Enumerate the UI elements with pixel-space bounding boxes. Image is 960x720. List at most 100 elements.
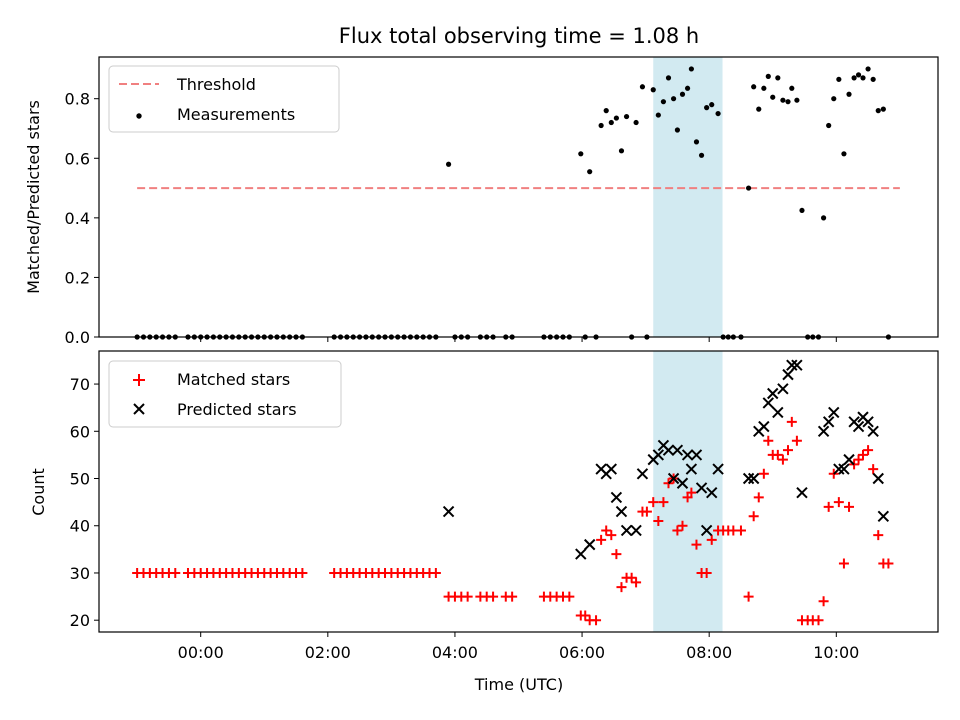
measurement-point xyxy=(855,72,862,78)
top-y-tick-label: 0.4 xyxy=(65,209,90,228)
measurement-point xyxy=(684,85,691,91)
matched-star-point xyxy=(833,497,844,508)
x-tick-label: 00:00 xyxy=(178,643,224,662)
measurement-point xyxy=(587,169,593,175)
matched-star-point xyxy=(631,577,642,588)
matched-star-point xyxy=(748,511,759,522)
measurement-point xyxy=(639,84,646,90)
predicted-star-point xyxy=(762,397,775,409)
measurement-point xyxy=(761,85,767,91)
predicted-star-point xyxy=(877,510,890,523)
measurement-point xyxy=(613,115,619,121)
matched-star-point xyxy=(758,468,769,479)
predicted-star-point xyxy=(575,548,587,560)
predicted-star-point xyxy=(791,359,803,371)
x-axis-label: Time (UTC) xyxy=(474,675,563,694)
matched-star-point xyxy=(743,591,754,602)
measurement-point xyxy=(698,152,705,158)
predicted-star-point xyxy=(782,368,794,381)
matched-star-point xyxy=(564,591,575,602)
matched-star-point xyxy=(763,435,774,446)
measurement-point xyxy=(865,66,871,72)
measurement-point xyxy=(633,119,639,126)
matched-star-point xyxy=(791,435,802,446)
matched-star-point xyxy=(297,567,308,578)
bottom-y-ticks: 20 30 40 50 60 70 xyxy=(70,375,99,630)
predicted-star-point xyxy=(630,524,642,537)
measurement-point xyxy=(674,127,681,133)
predicted-star-point xyxy=(620,524,633,537)
top-y-axis-label: Matched/Predicted stars xyxy=(24,100,43,294)
top-x-ticks xyxy=(200,337,837,342)
matched-star-point xyxy=(777,454,788,465)
predicted-star-point xyxy=(747,472,760,485)
measurement-point xyxy=(704,105,710,111)
legend-threshold-label: Threshold xyxy=(176,75,256,94)
matched-star-point xyxy=(611,549,622,560)
predicted-star-point xyxy=(583,538,596,551)
measurement-point xyxy=(665,75,672,81)
matched-star-point xyxy=(818,596,829,607)
predicted-star-point xyxy=(636,468,649,480)
measurement-point xyxy=(709,102,715,108)
matched-star-point xyxy=(658,497,669,508)
predicted-star-point xyxy=(872,472,884,485)
matched-star-point xyxy=(430,567,441,578)
predicted-star-point xyxy=(742,472,755,485)
measurement-point xyxy=(826,122,832,129)
chart-title: Flux total observing time = 1.08 h xyxy=(339,24,699,48)
measurement-point xyxy=(799,207,805,214)
matched-star-point xyxy=(672,525,683,536)
predicted-star-point xyxy=(767,387,779,400)
x-tick-label: 08:00 xyxy=(686,643,732,662)
matched-star-point xyxy=(813,615,824,626)
matched-star-point xyxy=(823,501,834,512)
measurement-point xyxy=(655,112,661,118)
predicted-star-point xyxy=(867,425,879,437)
measurement-point xyxy=(880,106,886,112)
measurement-point xyxy=(765,73,771,79)
matched-star-point xyxy=(626,572,637,583)
top-plot-frame xyxy=(98,56,939,338)
measurement-point xyxy=(851,75,857,81)
top-legend-box xyxy=(108,65,340,133)
predicted-star-point xyxy=(695,482,708,494)
measurement-point xyxy=(693,139,700,145)
x-tick-label: 02:00 xyxy=(305,643,351,662)
bottom-legend-box xyxy=(108,360,342,428)
measurement-point xyxy=(618,148,625,154)
measurement-point xyxy=(679,91,686,97)
measurement-point xyxy=(603,108,609,114)
measurement-point xyxy=(831,96,837,102)
predicted-star-point xyxy=(681,449,694,461)
matched-star-point xyxy=(735,525,746,536)
matched-series xyxy=(132,416,894,626)
matched-star-point xyxy=(838,558,849,569)
matched-star-point xyxy=(782,445,793,456)
bottom-y-tick-label: 40 xyxy=(70,517,90,536)
measurement-point xyxy=(751,84,757,90)
matched-star-point xyxy=(488,591,499,602)
matched-star-point xyxy=(686,487,697,498)
measurement-point xyxy=(785,99,791,105)
matched-star-point xyxy=(677,520,688,531)
predicted-star-point xyxy=(852,420,865,433)
predicted-star-point xyxy=(706,486,718,499)
predicted-star-point xyxy=(817,425,830,437)
measurement-point xyxy=(756,106,762,112)
measurement-point xyxy=(875,108,881,114)
predicted-series xyxy=(442,359,890,560)
measurement-point xyxy=(770,94,776,100)
matched-star-point xyxy=(507,591,518,602)
predicted-star-point xyxy=(828,406,840,419)
legend-measurements-swatch xyxy=(136,113,142,119)
matched-star-point xyxy=(772,449,783,460)
matched-star-point xyxy=(596,534,607,545)
top-y-tick-label: 0.8 xyxy=(65,90,90,109)
matched-star-point xyxy=(701,567,712,578)
predicted-star-point xyxy=(652,449,665,461)
matched-star-point xyxy=(170,567,181,578)
top-panel: 0.00.20.40.60.8 Matched/Predicted stars … xyxy=(24,56,939,347)
measurement-point xyxy=(670,96,677,102)
